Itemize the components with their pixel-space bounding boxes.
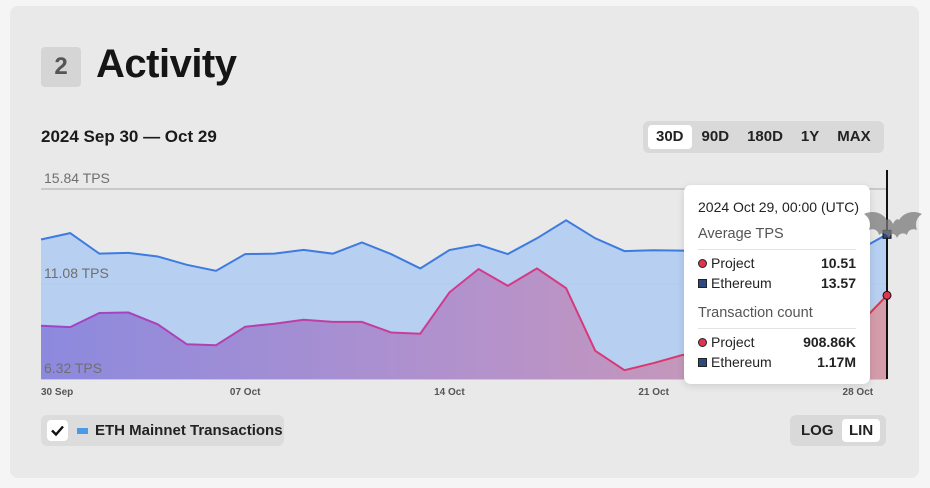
tooltip-divider — [698, 328, 856, 329]
tooltip-row-value: 10.51 — [820, 255, 856, 271]
range-1y-button[interactable]: 1Y — [800, 128, 820, 145]
tooltip-divider — [698, 249, 856, 250]
project-area — [41, 268, 887, 379]
tooltip-row-project-tps: Project 10.51 — [698, 255, 856, 273]
range-180d-button[interactable]: 180D — [747, 128, 783, 145]
tooltip-section-tps: Average TPS — [698, 226, 784, 242]
project-marker-icon — [698, 259, 707, 268]
project-marker-icon — [698, 338, 707, 347]
ethereum-marker-icon — [698, 358, 707, 367]
x-tick-label: 30 Sep — [41, 387, 73, 398]
legend-checkbox[interactable] — [47, 420, 68, 441]
x-tick-label: 28 Oct — [843, 387, 874, 398]
legend-eth-mainnet[interactable]: ETH Mainnet Transactions — [41, 415, 284, 446]
date-range-label: 2024 Sep 30 — Oct 29 — [41, 127, 217, 146]
tooltip-row-value: 13.57 — [820, 275, 856, 291]
legend-label: ETH Mainnet Transactions — [95, 422, 283, 439]
tooltip-row-label: Ethereum — [711, 275, 772, 291]
y-tick-label: 15.84 TPS — [44, 170, 110, 186]
tooltip-row-label: Project — [711, 334, 755, 350]
scale-selector: LOG LIN — [790, 415, 886, 446]
tooltip-row-project-count: Project 908.86K — [698, 334, 856, 352]
section-title: Activity — [96, 42, 237, 86]
checkmark-icon — [51, 425, 64, 437]
y-tick-label: 11.08 TPS — [44, 265, 109, 281]
ethereum-marker-icon — [698, 279, 707, 288]
x-tick-label: 14 Oct — [434, 387, 465, 398]
tooltip-row-ethereum-count: Ethereum 1.17M — [698, 354, 856, 372]
range-30d-button[interactable]: 30D — [648, 125, 692, 149]
range-90d-button[interactable]: 90D — [701, 128, 730, 145]
x-tick-label: 21 Oct — [638, 387, 669, 398]
tooltip-row-value: 908.86K — [803, 334, 856, 350]
section-number: 2 — [41, 47, 81, 87]
bat-icon — [864, 212, 922, 238]
tooltip-row-label: Ethereum — [711, 354, 772, 370]
tooltip-date: 2024 Oct 29, 00:00 (UTC) — [698, 199, 860, 215]
tooltip-row-ethereum-tps: Ethereum 13.57 — [698, 275, 856, 293]
scale-log-button[interactable]: LOG — [801, 422, 834, 439]
tooltip-row-label: Project — [711, 255, 755, 271]
tooltip-section-count: Transaction count — [698, 305, 813, 321]
project-hover-marker — [882, 290, 892, 300]
legend-swatch — [77, 428, 88, 434]
time-range-selector: 30D 90D 180D 1Y MAX — [643, 121, 884, 153]
x-tick-label: 07 Oct — [230, 387, 261, 398]
y-tick-label: 6.32 TPS — [44, 360, 102, 376]
scale-lin-button[interactable]: LIN — [842, 419, 881, 442]
tooltip-row-value: 1.17M — [817, 354, 856, 370]
chart-tooltip: 2024 Oct 29, 00:00 (UTC) Average TPS Pro… — [684, 185, 870, 384]
range-max-button[interactable]: MAX — [837, 128, 871, 145]
